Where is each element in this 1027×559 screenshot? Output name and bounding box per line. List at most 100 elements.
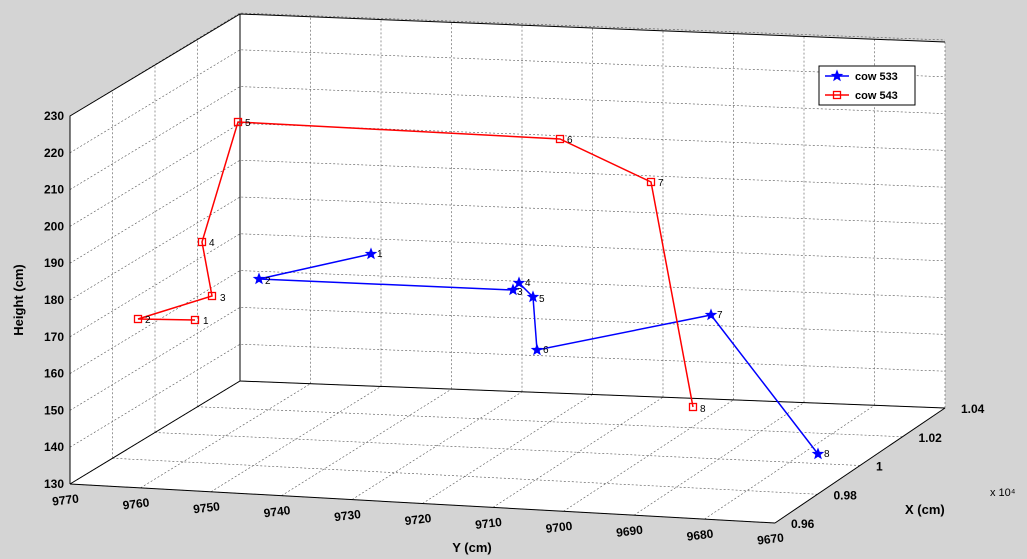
data-point-label: 3 [517, 287, 523, 298]
gridline-z [69, 307, 946, 411]
gridline-z [69, 196, 946, 301]
z-tick-label: 230 [44, 109, 64, 123]
floor-pane [70, 381, 945, 523]
floor-gridline-x [154, 432, 861, 466]
gridline-z [69, 49, 946, 154]
data-point-label: 8 [700, 404, 706, 415]
floor-gridline-y [492, 396, 664, 508]
z-tick-label: 200 [44, 219, 64, 233]
data-point-label: 7 [717, 310, 723, 321]
gridline-z [69, 233, 946, 338]
data-point-marker [704, 308, 718, 321]
x-tick-label: 0.96 [791, 517, 815, 531]
gridline-z [69, 12, 946, 117]
z-tick-label: 150 [44, 403, 64, 417]
legend-label-cow-543: cow 543 [855, 90, 898, 102]
z-tick-label: 130 [44, 477, 64, 491]
y-tick-label: 9740 [263, 503, 292, 520]
z-tick-label: 190 [44, 256, 64, 270]
data-point-label: 2 [145, 315, 151, 326]
data-point-label: 8 [824, 449, 830, 460]
data-point-marker [506, 283, 520, 296]
data-point-marker [233, 117, 243, 127]
data-point-marker [197, 237, 207, 247]
floor-gridline-x [112, 457, 818, 495]
series-cow-533: 1 2 345 6 7 8 [252, 247, 830, 460]
data-point-marker [364, 247, 378, 260]
back-pane [240, 14, 945, 408]
gridline-z [69, 159, 946, 264]
legend-label-cow-533: cow 533 [855, 71, 898, 83]
data-point-marker [512, 276, 526, 289]
x-tick-label: 1.02 [919, 431, 943, 445]
y-axis-label: Y (cm) [452, 540, 492, 555]
data-point-label: 5 [539, 294, 545, 305]
z-tick-label: 140 [44, 440, 64, 454]
data-point-label: 2 [265, 276, 271, 287]
legend-marker [832, 90, 842, 100]
floor-gridline-y [351, 391, 523, 500]
legend-marker [830, 69, 844, 82]
y-tick-label: 9670 [756, 530, 785, 547]
floor-gridline-y [281, 388, 452, 496]
data-point-label: 1 [203, 316, 209, 327]
x-axis-line [774, 407, 946, 524]
floor-gridline-y [563, 399, 734, 512]
x-axis-exponent: x 10⁴ [990, 487, 1016, 499]
y-tick-label: 9760 [122, 495, 151, 512]
data-point-marker [190, 315, 200, 325]
z-tick-label: 170 [44, 330, 64, 344]
gridline-z [69, 343, 946, 448]
floor-gridline-x [197, 406, 903, 438]
z-axis-label: Height (cm) [11, 264, 26, 336]
z-tick-label: 180 [44, 293, 64, 307]
floor-gridline-y [140, 383, 311, 489]
gridline-z [69, 270, 946, 374]
y-tick-label: 9720 [404, 511, 433, 528]
x-axis-label: X (cm) [905, 502, 945, 517]
z-tick-label: 160 [44, 367, 64, 381]
data-point-marker [252, 272, 266, 285]
data-point-marker [688, 402, 698, 412]
y-tick-label: 9710 [474, 515, 503, 532]
data-point-label: 1 [377, 249, 383, 260]
y-tick-label: 9730 [333, 507, 362, 524]
legend[interactable]: cow 533 cow 543 [818, 65, 916, 106]
z-tick-label: 210 [44, 183, 64, 197]
legend-star-icon [830, 69, 844, 82]
data-point-label: 5 [245, 118, 251, 129]
axis-frame-floor-left [69, 380, 241, 485]
x-tick-label: 1.04 [961, 402, 985, 416]
data-point-label: 4 [525, 278, 531, 289]
y-tick-label: 9680 [686, 527, 715, 544]
axis-frame-outer [69, 13, 946, 484]
data-point-marker [133, 314, 143, 324]
gridline-z [69, 123, 946, 227]
data-point-marker [646, 177, 656, 187]
data-point-label: 6 [567, 135, 573, 146]
data-point-label: 4 [209, 238, 215, 249]
y-axis-line [69, 483, 776, 524]
data-point-marker [811, 447, 825, 460]
data-point-marker [555, 134, 565, 144]
data-point-marker [530, 343, 544, 356]
gridline-z [69, 86, 946, 190]
y-tick-label: 9750 [192, 499, 221, 516]
series-line [137, 121, 694, 408]
data-point-marker [526, 290, 540, 303]
y-tick-label: 9770 [51, 491, 80, 508]
x-tick-label: 1 [876, 460, 883, 474]
axes-frame [69, 13, 946, 524]
legend-square-icon [832, 90, 842, 100]
series-line [258, 253, 819, 455]
y-tick-label: 9690 [615, 523, 644, 540]
data-point-label: 6 [543, 345, 549, 356]
y-tick-label: 9700 [545, 519, 574, 536]
tick-labels: 9770 9760 9750 9740 9730 9720 9710 9700 9690 9680… [44, 109, 985, 548]
z-tick-label: 220 [44, 146, 64, 160]
data-point-label: 3 [220, 293, 226, 304]
data-point-label: 7 [658, 178, 664, 189]
